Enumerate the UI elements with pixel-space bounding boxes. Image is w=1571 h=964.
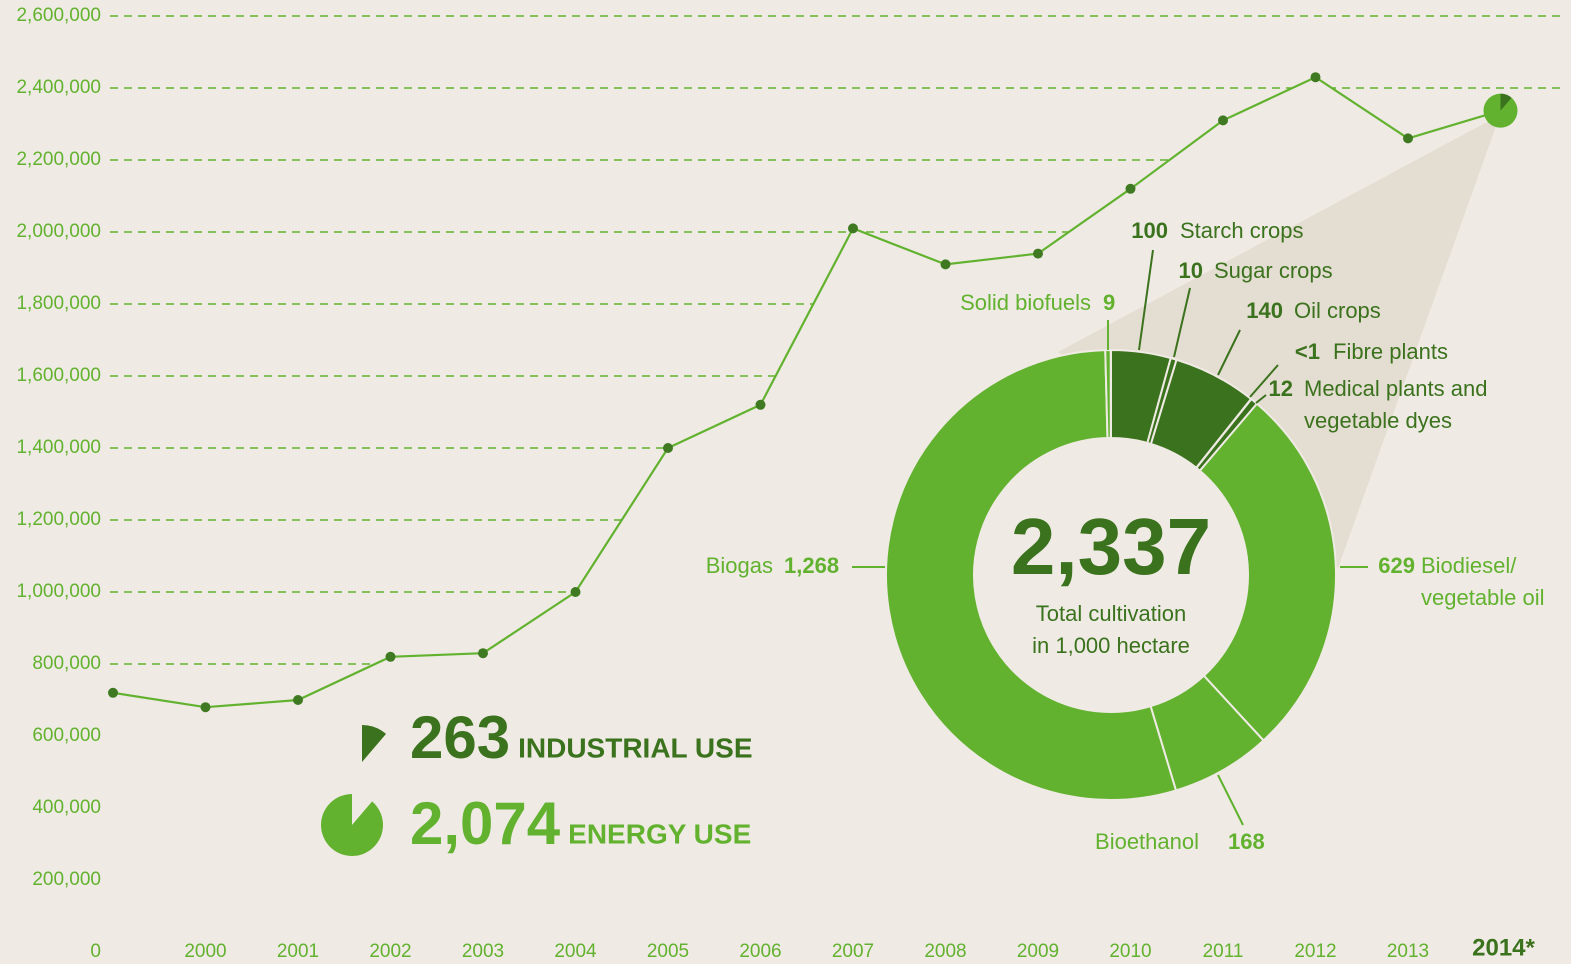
x-tick-label: 2014*	[1472, 934, 1535, 961]
segment-value: 10	[1179, 258, 1203, 283]
segment-value: 1,268	[784, 553, 839, 578]
y-tick-label: 0	[90, 941, 101, 962]
legend-icon	[320, 794, 383, 856]
legend-icon	[362, 725, 387, 762]
segment-label: Starch crops	[1180, 218, 1304, 243]
leader-line	[1173, 287, 1191, 358]
x-tick-label: 2002	[369, 941, 411, 962]
segment-label: Sugar crops	[1214, 258, 1333, 283]
zoom-wedge	[1058, 115, 1500, 568]
data-point	[570, 587, 581, 597]
segment-label: Solid biofuels	[960, 290, 1091, 315]
donut-segment	[1198, 402, 1337, 742]
y-tick-label: 2,600,000	[16, 5, 101, 26]
data-point	[1310, 72, 1321, 83]
segment-label: vegetable oil	[1421, 585, 1545, 610]
y-tick-label: 2,000,000	[16, 221, 101, 242]
data-point	[1033, 248, 1043, 259]
data-point	[940, 259, 951, 270]
y-tick-label: 1,400,000	[16, 437, 101, 458]
y-tick-label: 200,000	[32, 869, 101, 890]
data-point	[293, 695, 303, 705]
x-tick-label: 2010	[1109, 941, 1151, 962]
x-tick-label: 2000	[184, 941, 226, 962]
y-tick-label: 2,400,000	[16, 77, 101, 98]
data-point	[1218, 115, 1228, 126]
y-tick-label: 800,000	[32, 653, 101, 674]
legend-label: ENERGY USE	[568, 818, 751, 849]
share-wedge	[1500, 93, 1512, 111]
leader-line	[1217, 329, 1241, 376]
x-tick-label: 2001	[277, 941, 319, 962]
line	[112, 75, 1501, 709]
segment-label: Fibre plants	[1333, 339, 1448, 364]
y-tick-label: 1,000,000	[16, 581, 101, 602]
x-tick-label: 2006	[739, 941, 781, 962]
center-text: Total cultivation	[1036, 601, 1186, 626]
leader-line	[1138, 249, 1154, 351]
y-tick-label: 400,000	[32, 797, 101, 818]
segment-value: 168	[1228, 829, 1265, 854]
total-value: 2,337	[1011, 502, 1211, 591]
segment-label: Biogas	[706, 553, 773, 578]
data-point	[663, 443, 673, 453]
x-tick-label: 2013	[1387, 941, 1429, 962]
segment-label: Bioethanol	[1095, 829, 1199, 854]
segment-label: Medical plants and	[1304, 376, 1487, 401]
data-point	[200, 702, 211, 713]
legend-value: 2,074	[410, 790, 561, 857]
segment-value: 100	[1131, 218, 1168, 243]
segment-label: Biodiesel/	[1421, 553, 1517, 578]
x-tick-label: 2005	[647, 941, 689, 962]
segment-value: 140	[1246, 298, 1283, 323]
data-point	[1125, 183, 1136, 194]
legend-label: INDUSTRIAL USE	[518, 732, 752, 763]
x-tick-label: 2008	[924, 941, 966, 962]
x-tick-label: 2003	[462, 941, 504, 962]
segment-value: 629	[1378, 553, 1415, 578]
segment-value: 12	[1269, 376, 1293, 401]
x-tick-label: 2007	[832, 941, 874, 962]
x-tick-label: 2011	[1203, 941, 1244, 962]
y-tick-label: 1,200,000	[16, 509, 101, 530]
segment-label: Oil crops	[1294, 298, 1381, 323]
donut-segment	[885, 349, 1178, 801]
center-text: in 1,000 hectare	[1032, 633, 1190, 658]
donut-segment	[1104, 348, 1112, 440]
leader-line	[1217, 774, 1244, 826]
data-point	[108, 687, 118, 698]
leader-line	[1249, 364, 1279, 398]
data-point	[478, 648, 488, 659]
y-tick-label: 2,200,000	[16, 149, 101, 170]
segment-label: vegetable dyes	[1304, 408, 1452, 433]
x-tick-label: 2009	[1017, 941, 1059, 962]
data-point	[1403, 133, 1413, 144]
y-tick-label: 1,800,000	[16, 293, 101, 314]
data-point	[755, 399, 766, 410]
data-point	[385, 651, 396, 662]
segment-value: <1	[1295, 339, 1320, 364]
x-tick-label: 2012	[1294, 941, 1336, 962]
leader-line	[1255, 394, 1267, 404]
data-point	[848, 223, 858, 234]
segment-value: 9	[1103, 290, 1115, 315]
x-tick-label: 2004	[554, 941, 597, 962]
y-tick-label: 1,600,000	[16, 365, 101, 386]
legend-value: 263	[410, 704, 510, 771]
y-tick-label: 600,000	[32, 725, 101, 746]
